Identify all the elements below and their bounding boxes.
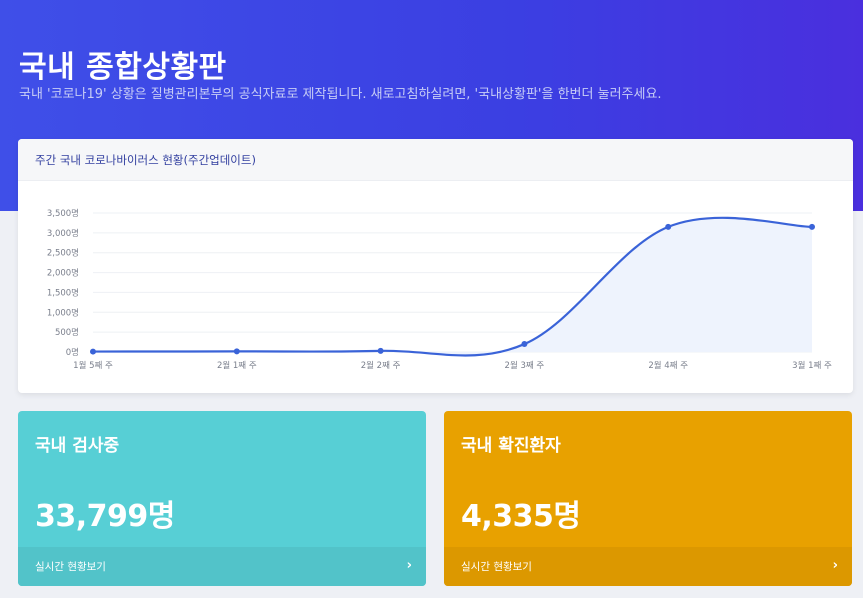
data-point (665, 223, 672, 230)
testing-realtime-link[interactable]: 실시간 현황보기 › (18, 547, 426, 586)
page-title: 국내 종합상황판 (19, 50, 227, 85)
y-tick-label: 500명 (55, 327, 79, 338)
confirmed-realtime-link-label: 실시간 현황보기 (461, 561, 532, 573)
chevron-right-icon: › (832, 558, 838, 573)
y-tick-label: 2,500명 (47, 248, 79, 259)
y-tick-label: 0명 (66, 347, 79, 358)
y-tick-label: 3,500명 (47, 208, 79, 219)
chevron-right-icon: › (406, 558, 412, 573)
data-point (521, 341, 528, 348)
series-line (92, 216, 813, 357)
x-tick-label: 3월 1째 주 (792, 360, 832, 371)
y-tick-label: 1,500명 (47, 287, 79, 298)
chart-card-title: 주간 국내 코로나바이러스 현황(주간업데이트) (18, 139, 853, 181)
testing-card[interactable]: 국내 검사중 33,799명 실시간 현황보기 › (18, 411, 426, 586)
page-subtitle: 국내 '코로나19' 상황은 질병관리본부의 공식자료로 제작됩니다. 새로고침… (19, 87, 662, 102)
y-tick-label: 1,000명 (47, 307, 79, 318)
y-tick-label: 2,000명 (47, 268, 79, 279)
data-point (377, 347, 384, 354)
x-tick-label: 2월 1째 주 (217, 360, 257, 371)
y-tick-label: 3,000명 (47, 228, 79, 239)
confirmed-realtime-link[interactable]: 실시간 현황보기 › (444, 547, 852, 586)
confirmed-card[interactable]: 국내 확진환자 4,335명 실시간 현황보기 › (444, 411, 852, 586)
x-tick-label: 2월 3째 주 (505, 360, 545, 371)
testing-count: 33,799명 (35, 499, 175, 534)
x-tick-label: 2월 2째 주 (361, 360, 401, 371)
x-tick-label: 1월 5째 주 (73, 360, 113, 371)
weekly-chart-card: 주간 국내 코로나바이러스 현황(주간업데이트) 0명 500명 1,000명 1,5… (18, 139, 853, 393)
testing-card-title: 국내 검사중 (35, 436, 120, 456)
testing-realtime-link-label: 실시간 현황보기 (35, 561, 106, 573)
series-area (93, 217, 812, 356)
data-point (809, 223, 815, 230)
x-tick-label: 2월 4째 주 (648, 360, 688, 371)
confirmed-count: 4,335명 (461, 499, 581, 534)
data-point (233, 348, 240, 355)
data-point (90, 348, 96, 355)
weekly-cases-chart: 0명 500명 1,000명 1,500명 2,000명 2,500명 3,000명 3,50… (47, 208, 832, 371)
confirmed-card-title: 국내 확진환자 (461, 436, 561, 456)
